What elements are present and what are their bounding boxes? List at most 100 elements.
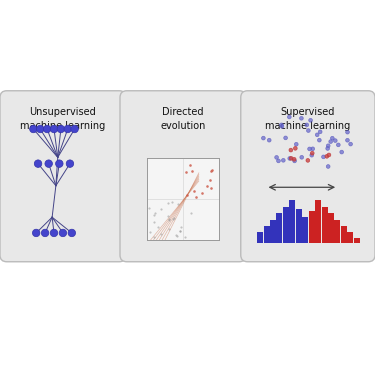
Circle shape <box>50 229 58 237</box>
Circle shape <box>306 129 310 132</box>
Circle shape <box>284 136 288 140</box>
Point <box>189 168 195 174</box>
Point <box>178 224 184 230</box>
Circle shape <box>306 159 310 162</box>
Bar <box>264 226 270 243</box>
Bar <box>354 238 360 243</box>
Point <box>193 194 199 200</box>
Bar <box>347 232 353 243</box>
Bar <box>322 207 328 243</box>
Circle shape <box>327 153 331 157</box>
Circle shape <box>294 142 298 146</box>
Point <box>188 210 194 216</box>
Circle shape <box>346 130 350 134</box>
Circle shape <box>275 156 279 159</box>
Point <box>151 213 157 219</box>
Point <box>165 213 171 219</box>
Bar <box>309 211 315 243</box>
Circle shape <box>45 160 53 167</box>
Circle shape <box>318 130 322 134</box>
Circle shape <box>287 115 291 119</box>
Circle shape <box>326 165 330 168</box>
Point <box>208 168 214 174</box>
Circle shape <box>34 160 42 167</box>
Circle shape <box>318 138 321 142</box>
Point <box>187 162 193 168</box>
Point <box>158 231 164 237</box>
Point <box>175 201 181 207</box>
Point <box>204 183 210 189</box>
Circle shape <box>346 138 350 142</box>
Point <box>174 233 180 239</box>
Point <box>155 224 161 230</box>
Circle shape <box>30 125 37 133</box>
Circle shape <box>41 229 49 237</box>
Bar <box>290 201 296 243</box>
Circle shape <box>330 136 334 140</box>
Circle shape <box>322 155 326 159</box>
Circle shape <box>310 153 314 157</box>
Point <box>146 205 152 211</box>
Circle shape <box>292 158 296 161</box>
Bar <box>257 232 263 243</box>
Circle shape <box>280 123 284 127</box>
Circle shape <box>267 138 271 142</box>
Circle shape <box>32 229 40 237</box>
Point <box>183 169 189 175</box>
Point <box>177 228 183 234</box>
Text: Unsupervised
machine learning: Unsupervised machine learning <box>20 107 106 131</box>
Point <box>152 219 157 225</box>
Circle shape <box>333 139 337 142</box>
Bar <box>270 220 276 243</box>
Circle shape <box>44 125 51 133</box>
Circle shape <box>277 159 280 163</box>
Circle shape <box>340 150 344 154</box>
FancyBboxPatch shape <box>0 91 126 262</box>
Point <box>166 216 172 222</box>
Circle shape <box>293 159 297 163</box>
Circle shape <box>56 160 63 167</box>
Circle shape <box>50 125 58 133</box>
FancyBboxPatch shape <box>241 91 375 262</box>
Circle shape <box>59 229 67 237</box>
Point <box>177 228 183 234</box>
Circle shape <box>280 124 284 128</box>
Circle shape <box>300 116 303 120</box>
Point <box>153 210 159 216</box>
Point <box>209 185 214 191</box>
Circle shape <box>261 136 265 140</box>
Point <box>170 216 176 222</box>
Bar <box>283 207 289 243</box>
Circle shape <box>308 147 311 151</box>
Point <box>184 192 190 198</box>
Circle shape <box>300 155 304 159</box>
Circle shape <box>310 152 314 155</box>
Circle shape <box>282 159 285 162</box>
Point <box>199 190 205 196</box>
Circle shape <box>64 125 72 133</box>
Circle shape <box>57 125 64 133</box>
Point <box>182 234 188 240</box>
Circle shape <box>290 156 293 160</box>
Point <box>166 217 172 223</box>
Circle shape <box>294 147 297 150</box>
Circle shape <box>71 125 78 133</box>
Bar <box>296 209 302 243</box>
Circle shape <box>288 156 292 160</box>
Circle shape <box>349 142 352 146</box>
Bar <box>341 226 347 243</box>
Circle shape <box>68 229 75 237</box>
Circle shape <box>326 144 330 148</box>
Point <box>209 167 215 173</box>
Point <box>207 177 213 183</box>
Circle shape <box>66 160 74 167</box>
Bar <box>315 201 321 243</box>
Point <box>166 226 172 232</box>
Circle shape <box>325 154 329 158</box>
Circle shape <box>305 123 309 127</box>
Point <box>158 206 164 212</box>
Circle shape <box>315 133 319 136</box>
Point <box>147 229 153 235</box>
Point <box>191 188 197 194</box>
Point <box>165 200 171 206</box>
